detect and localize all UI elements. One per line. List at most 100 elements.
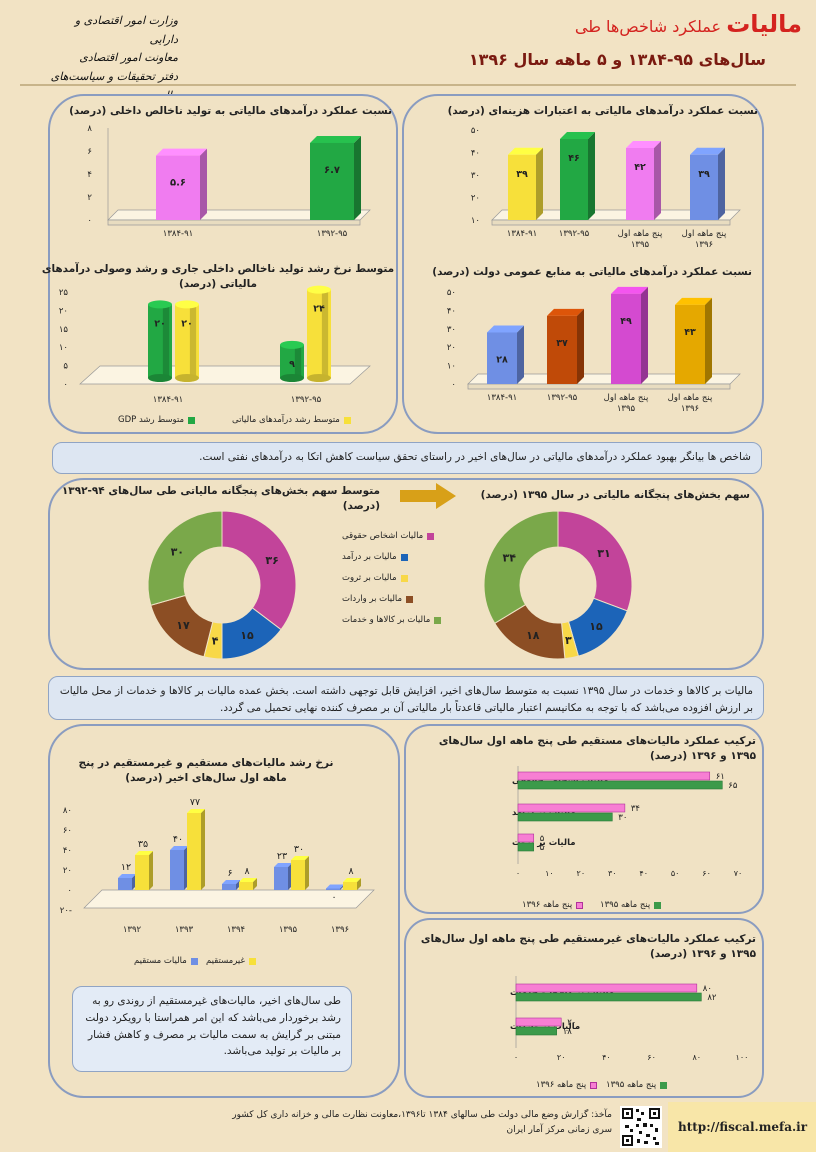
x-tick-label: ۴۰ xyxy=(639,869,648,878)
slice-0 xyxy=(557,510,633,612)
legend-donut-goods: مالیات بر کالاها و خدمات xyxy=(342,615,442,625)
y-tick-label: ۱۰ xyxy=(59,343,68,353)
y-tick-label: ۲۰- xyxy=(60,906,72,916)
bar-1 xyxy=(156,148,207,220)
panel-indirect-comp xyxy=(404,918,764,1098)
legend-direct-95: پنج ماهه ۱۳۹۵ xyxy=(600,900,662,910)
legend-label: پنج ماهه ۱۳۹۵ xyxy=(606,1080,657,1090)
y-tick-label: ۰ xyxy=(63,380,68,390)
y-tick-label: ۶ xyxy=(87,147,92,157)
data-label: ۳۷ xyxy=(556,338,568,349)
data-label: ۲۳ xyxy=(277,851,287,862)
website-link[interactable]: http://fiscal.mefa.ir xyxy=(678,1120,808,1134)
note-indicators: شاخص ها بیانگر بهبود عملکرد درآمدهای مال… xyxy=(52,442,762,474)
chart-title-indirect-comp: ترکیب عملکرد مالیات‌های غیرمستقیم طی پنج… xyxy=(420,933,756,961)
chart-floor xyxy=(83,889,375,909)
data-label: ۴۲ xyxy=(634,162,646,173)
bar-1-0 xyxy=(517,803,626,813)
data-label: ۲۸ xyxy=(496,354,508,365)
legend-swatch xyxy=(188,416,196,424)
x-tick-label: ۱۳۹۶ xyxy=(681,404,699,414)
x-tick-label: ۷۰ xyxy=(734,869,743,878)
slice-label: ۱۵ xyxy=(589,620,603,633)
data-label: ۳۰ xyxy=(618,813,627,823)
data-label: ۴۰ xyxy=(173,834,183,845)
data-label: ۵.۶ xyxy=(170,178,186,189)
x-tick-label: ۱۳۹۴ xyxy=(227,925,245,935)
note-goods-services: مالیات بر کالاها و خدمات در سال ۱۳۹۵ نسب… xyxy=(48,676,764,720)
header: وزارت امور اقتصادی و دارایی معاونت امور … xyxy=(0,0,816,102)
data-label: ۱۲ xyxy=(121,862,131,873)
legend-swatch xyxy=(190,957,198,965)
legend-swatch xyxy=(400,553,408,561)
slice-label: ۱۵ xyxy=(240,629,254,642)
bar-3-1 xyxy=(291,856,309,890)
data-label: ۹ xyxy=(289,359,295,370)
data-label: ۵ xyxy=(540,834,545,844)
y-tick-label: ۲۰ xyxy=(471,194,480,204)
legend-swatch xyxy=(576,901,584,909)
x-tick-label: ۲۰ xyxy=(577,869,586,878)
source-line-1: مآخذ: گزارش وضع مالی دولت طی سالهای ۱۳۸۴… xyxy=(232,1110,612,1120)
y-tick-label: ۲۰ xyxy=(447,343,456,353)
x-tick-label: ۱۳۹۶ xyxy=(331,925,349,935)
data-label: ۶۱ xyxy=(716,772,725,782)
y-tick-label: ۰ xyxy=(67,886,72,896)
x-tick-label: ۵۰ xyxy=(671,869,680,878)
legend-indirect-96: پنج ماهه ۱۳۹۶ xyxy=(536,1080,598,1090)
y-tick-label: ۸۰ xyxy=(63,806,72,816)
bar-4-1 xyxy=(343,878,361,890)
bar-0-1 xyxy=(515,992,702,1002)
url-box: http://fiscal.mefa.ir xyxy=(668,1102,816,1152)
x-tick-label: ۱۳۸۴-۹۱ xyxy=(163,229,193,239)
y-tick-label: ۰ xyxy=(451,380,456,390)
bar-3 xyxy=(508,147,543,220)
chart-tax-gdp: ۰ ۲ ۴ ۶ ۸ ۶.۷ ۵.۶ ۱۳۹۲-۹۵ ۱۳۸۴-۹۱ xyxy=(87,124,371,239)
data-label: ۱۸ xyxy=(563,1027,573,1037)
y-tick-label: ۱۰ xyxy=(471,216,480,226)
y-tick-label: ۴۰ xyxy=(63,846,72,856)
bar-2-1 xyxy=(239,878,257,890)
bar-1 xyxy=(626,141,661,220)
y-tick-label: ۲۰ xyxy=(63,866,72,876)
legend-donut-imports: مالیات بر واردات xyxy=(342,594,414,604)
bar-3-0 xyxy=(274,863,292,890)
chart-donut-95: ۳۱ ۱۵ ۳ ۱۸ ۳۴ xyxy=(483,510,633,660)
slice-label: ۳۴ xyxy=(502,552,516,565)
header-divider xyxy=(20,84,796,86)
ministry-line-1: وزارت امور اقتصادی و دارایی xyxy=(74,14,178,46)
data-label: ۲۴ xyxy=(313,304,325,315)
x-tick-label: ۱۰۰ xyxy=(736,1053,749,1062)
x-tick-label: ۱۳۹۲-۹۵ xyxy=(291,395,322,404)
data-label: ۸ xyxy=(348,866,353,877)
chart-indirect-comp: مالیات بر کالاها و خدمات۸۰۸۲مالیات بر وا… xyxy=(510,976,749,1062)
chart-title-direct-comp: ترکیب عملکرد مالیات‌های مستقیم طی پنج ما… xyxy=(438,735,756,763)
legend-label: مالیات بر کالاها و خدمات xyxy=(342,615,431,625)
slice-0 xyxy=(221,510,297,631)
x-tick-label: ۱۳۹۲-۹۵ xyxy=(317,229,348,239)
x-tick-label: ۱۳۹۲-۹۵ xyxy=(559,229,590,239)
x-tick-label: پنج ماهه اول xyxy=(682,229,727,239)
slice-label: ۳۱ xyxy=(597,547,610,560)
legend-direct: مالیات مستقیم xyxy=(134,956,198,966)
page-years: سال‌های ۹۵-۱۳۸۴ و ۵ ماهه سال ۱۳۹۶ xyxy=(468,50,766,69)
slice-label: ۱۸ xyxy=(526,629,540,642)
data-label: ۶ xyxy=(227,868,232,879)
chart-title-dir-indir: نرخ رشد مالیات‌های مستقیم و غیرمستقیم در… xyxy=(78,757,334,785)
chart-floor-edge xyxy=(491,219,731,226)
data-label: ۳۹ xyxy=(698,169,710,180)
legend-swatch xyxy=(654,901,662,909)
bar-0-0 xyxy=(517,771,711,781)
bar-2-0 xyxy=(222,880,240,890)
x-tick-label: ۴۰ xyxy=(602,1053,611,1062)
slice-label: ۴ xyxy=(212,635,219,648)
data-label: ۷۷ xyxy=(190,797,200,808)
data-label: ۶۵ xyxy=(728,781,738,791)
bar-2 xyxy=(560,132,595,220)
chart-growth: ۰ ۵ ۱۰ ۱۵ ۲۰ ۲۵ ۹ ۲۴ ۲۰ ۲۰ ۱۳۹۲-۹۵ ۱۳۸۴-۹۱ xyxy=(59,285,371,404)
x-tick-label: ۱۳۹۳ xyxy=(175,925,194,935)
legend-direct-96: پنج ماهه ۱۳۹۶ xyxy=(522,900,584,910)
data-label: ۰ xyxy=(331,892,336,903)
